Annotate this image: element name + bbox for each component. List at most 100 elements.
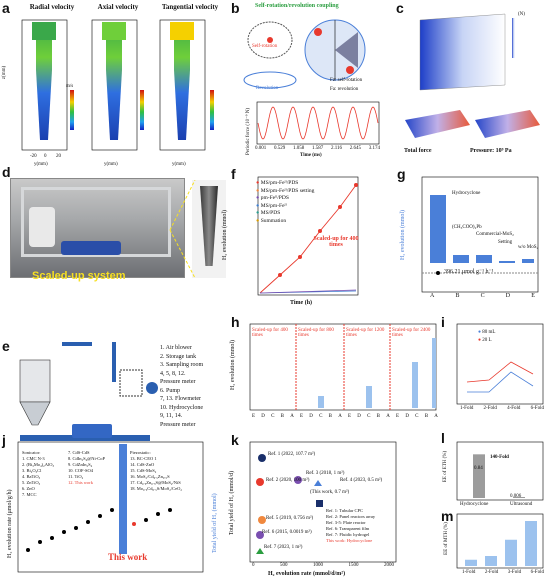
c-force-simulation: [405, 13, 540, 138]
a-title-tangential: Tangential velocity: [161, 3, 219, 11]
m-xtick: 1-Fold: [462, 570, 476, 575]
i-series-20l: [466, 361, 534, 383]
e-legend-item: 2. Storage tank: [160, 353, 197, 360]
k-ref3: Ref. 3 (2018, 1 m²): [306, 471, 345, 476]
h-xtick: A: [434, 414, 438, 419]
j-others-list: 7. CdS-CdS 8. CdIn₂S₄@Ni-CoP 9. CdZnIn₂S…: [68, 450, 105, 486]
a-cbar-unit: m/s: [66, 84, 74, 89]
panel-label-h: h: [231, 314, 240, 330]
i-legend-20l: ● 20 L: [478, 338, 492, 343]
h-bar: [412, 362, 418, 408]
h-xtick: C: [415, 414, 419, 419]
panel-label-f: f: [231, 166, 236, 182]
a-xlabel-2: y(mm): [104, 162, 118, 167]
g-bar-chart: [421, 176, 539, 293]
g-bar-b: [453, 255, 469, 263]
j-list-item: 14. CdS-ZnO: [130, 462, 155, 467]
k-legend-item: Ref. 7: Fluidic hydrogel: [326, 532, 370, 537]
f-legend-label: MS/pm-Feᴵᴵ/PDS: [260, 180, 299, 186]
f-series-markers: [278, 183, 358, 277]
b-xtick: 3.174: [368, 146, 380, 151]
j-this-work-label: This work: [108, 552, 148, 562]
b-xtick: 1.058: [292, 146, 305, 151]
f-legend-item: ● MS/pm-Feᴵᴵ/PDS setting: [256, 187, 315, 194]
b-xtick: 2.116: [330, 146, 343, 151]
f-legend-item: ● MS/PDS: [256, 210, 281, 216]
g-annotation-pb: (CH₃COO)₂Pb: [452, 225, 482, 230]
j-list-item: 15. CdS-MoS₂: [130, 468, 157, 473]
a-title-radial: Radial velocity: [29, 3, 75, 11]
b-xtick: 0.529: [273, 146, 286, 151]
f-ylabel: H₂ evolution (mmol): [222, 209, 229, 261]
panel-label-i: i: [441, 314, 445, 330]
j-piezo-list: Piezostatic: 13. BC-CEO 1 14. CdS-ZnO 15…: [130, 450, 182, 492]
j-points: [26, 508, 172, 552]
g-annotation-commercial: Commercial-MoS₂: [476, 232, 514, 237]
panel-label-b: b: [231, 0, 240, 16]
j-list-item: 12. This work: [68, 480, 94, 485]
f-legend: ● MS/pm-Feᴵᴵ/PDS ● MS/pm-Feᴵᴵ/PDS settin…: [256, 180, 314, 225]
k-ref7: Ref. 7 (2023, 1 m²): [264, 545, 303, 550]
f-legend-label: MS/PDS: [260, 210, 281, 216]
e-legend-item: 4, 5, 8, 12.: [160, 370, 186, 377]
k-legend: Ref. 1: Tubular CPC Ref. 2: Panel reacto…: [326, 508, 375, 544]
h-xtick: B: [328, 414, 332, 419]
i-series-80ml: [467, 371, 534, 393]
j-list-item: 11. TiO₂: [68, 474, 84, 479]
g-bar-c: [476, 255, 492, 263]
h-xtick: D: [405, 414, 409, 419]
f-annotation: Scaled-up for 400 times: [313, 236, 359, 248]
panel-label-c: c: [396, 0, 404, 16]
g-rate-label: 396.21 μmol g⁻¹ h⁻¹: [444, 269, 494, 275]
j-list-item: 2. (Bi₃Mo₄)₂AlO₃: [22, 462, 55, 467]
h-xtick: E: [348, 414, 352, 419]
k-xtick: 1000: [313, 563, 323, 568]
f-legend-item: ● MS/pm-Feᴵᴵ/PDS: [256, 180, 299, 186]
h-xtick: E: [396, 414, 400, 419]
k-point-ref2: [256, 478, 264, 486]
j-scatter-bar: [17, 441, 204, 573]
h-ylabel: H₂ evolution (mmol): [230, 339, 237, 391]
f-series-ms-pm-fe-pds: [259, 184, 357, 294]
e-legend-item: Pressure meter: [160, 421, 196, 428]
h-xtick: B: [280, 414, 284, 419]
g-xticks: A B C D E: [430, 293, 535, 299]
k-point-ref1: [258, 454, 266, 462]
a-xlabel-1: y(mm): [34, 162, 48, 167]
c-label-pressure: Pressure: 10⁹ Pa: [470, 148, 512, 154]
k-ref1: Ref. 1 (2022, 107.7 m²): [268, 452, 316, 457]
f-line-chart: [257, 176, 359, 296]
i-line-chart: [456, 323, 544, 405]
e-legend-item: 9, 11, 14.: [160, 413, 183, 419]
f-legend-item: ● pm-Feᴵᴵ/PDS: [256, 195, 289, 201]
b-periodic-force-plot: [256, 101, 380, 145]
k-ref2: Ref. 2 (2020, 100 m²): [266, 478, 310, 483]
k-xtick: 500: [280, 563, 288, 568]
j-list-item: Piezostatic:: [130, 450, 151, 455]
h-xtick: C: [271, 414, 275, 419]
l-value-hydrocyclone: 0.84: [474, 466, 483, 471]
l-xtick-hydrocyclone: Hydrocyclone: [460, 502, 489, 507]
h-xtick: E: [300, 414, 304, 419]
j-list-item: Sonicator:: [22, 450, 41, 455]
l-bar-chart: [456, 441, 544, 501]
j-this-work-bar: [119, 444, 127, 554]
m-xticks: 1-Fold 2-Fold 3-Fold 6-Fold: [462, 570, 544, 575]
k-legend-item: Ref. 6: Transparent film: [326, 526, 370, 531]
h-group-1200: Scaled-up for 1200 times: [346, 328, 385, 338]
a-velocity-contours: [21, 19, 214, 151]
h-bar-chart: [249, 323, 437, 411]
panel-label-j: j: [2, 432, 6, 448]
k-xtick: 1500: [348, 563, 359, 568]
b-ylabel: Periodic force (10⁻⁹ N): [246, 107, 251, 155]
b-xticks: 0.001 0.529 1.058 1.587 2.116 2.645 3.17…: [255, 146, 380, 151]
e-legend-item: 7, 13. Flowmeter: [160, 396, 201, 402]
i-legend-label: 80 mL: [482, 330, 496, 335]
i-xtick: 6-Fold: [530, 406, 544, 411]
k-ref4: Ref. 4 (2023, 0.5 m²): [340, 478, 383, 483]
j-list-item: 10. COF-SO4: [68, 468, 94, 473]
k-point-this-work: [316, 500, 323, 507]
k-ref5: Ref. 5 (2019, 0.756 m²): [266, 516, 314, 521]
panel-label-e: e: [2, 338, 10, 354]
h-xtick: A: [386, 414, 390, 419]
